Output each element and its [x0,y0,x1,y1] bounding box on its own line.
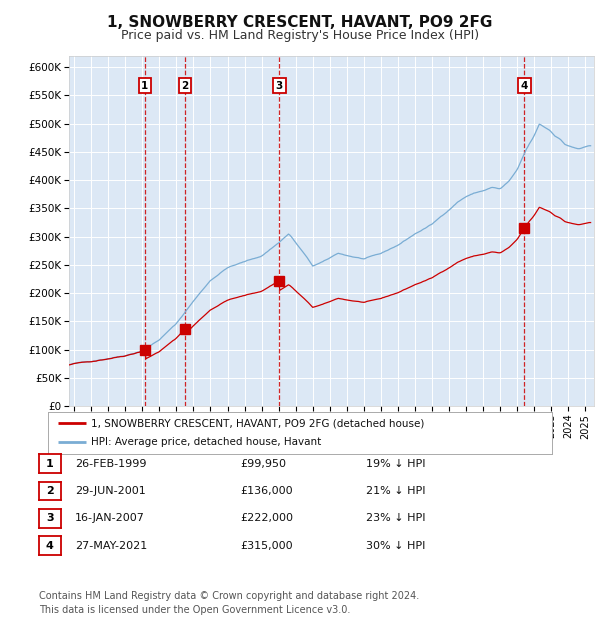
Text: 4: 4 [521,81,528,91]
Text: 26-FEB-1999: 26-FEB-1999 [75,459,146,469]
Text: Price paid vs. HM Land Registry's House Price Index (HPI): Price paid vs. HM Land Registry's House … [121,29,479,42]
Text: £315,000: £315,000 [240,541,293,551]
Text: 1: 1 [141,81,148,91]
Text: 16-JAN-2007: 16-JAN-2007 [75,513,145,523]
Text: 3: 3 [46,513,53,523]
Text: 2: 2 [181,81,188,91]
Text: 21% ↓ HPI: 21% ↓ HPI [366,486,425,496]
Text: 29-JUN-2001: 29-JUN-2001 [75,486,146,496]
Text: 1: 1 [46,459,53,469]
Text: 1, SNOWBERRY CRESCENT, HAVANT, PO9 2FG (detached house): 1, SNOWBERRY CRESCENT, HAVANT, PO9 2FG (… [91,418,424,428]
Text: 1, SNOWBERRY CRESCENT, HAVANT, PO9 2FG: 1, SNOWBERRY CRESCENT, HAVANT, PO9 2FG [107,15,493,30]
Text: Contains HM Land Registry data © Crown copyright and database right 2024.
This d: Contains HM Land Registry data © Crown c… [39,591,419,615]
Text: £222,000: £222,000 [240,513,293,523]
Text: £136,000: £136,000 [240,486,293,496]
Text: 4: 4 [46,541,54,551]
Text: HPI: Average price, detached house, Havant: HPI: Average price, detached house, Hava… [91,438,321,448]
Text: 2: 2 [46,486,53,496]
Text: 30% ↓ HPI: 30% ↓ HPI [366,541,425,551]
Text: 27-MAY-2021: 27-MAY-2021 [75,541,147,551]
Text: 23% ↓ HPI: 23% ↓ HPI [366,513,425,523]
Text: 19% ↓ HPI: 19% ↓ HPI [366,459,425,469]
Text: 3: 3 [276,81,283,91]
Text: £99,950: £99,950 [240,459,286,469]
